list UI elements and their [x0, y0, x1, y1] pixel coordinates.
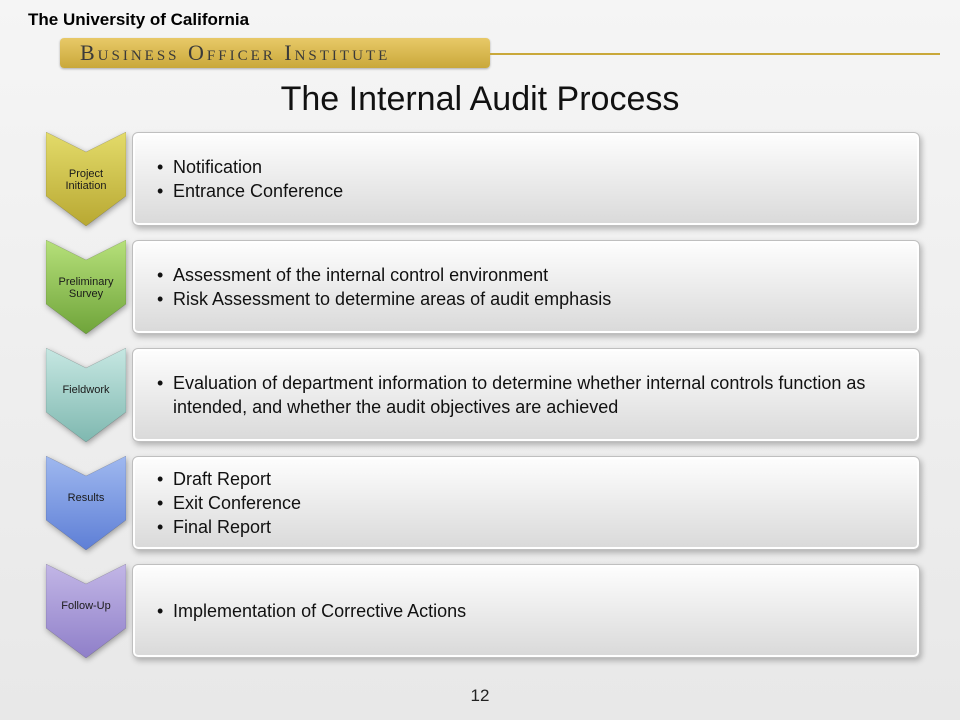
process-step-row: Fieldwork Evaluation of department inform…	[40, 348, 920, 442]
step-bullet-list: Draft ReportExit ConferenceFinal Report	[143, 467, 301, 540]
step-content-box: Assessment of the internal control envir…	[132, 240, 920, 334]
banner-divider-line	[490, 53, 940, 55]
step-bullet-item: Implementation of Corrective Actions	[157, 599, 466, 623]
step-content-box: Evaluation of department information to …	[132, 348, 920, 442]
step-content-box: NotificationEntrance Conference	[132, 132, 920, 226]
step-bullet-item: Entrance Conference	[157, 179, 343, 203]
step-content-box: Draft ReportExit ConferenceFinal Report	[132, 456, 920, 550]
step-bullet-item: Final Report	[157, 515, 301, 539]
step-bullet-item: Assessment of the internal control envir…	[157, 263, 611, 287]
step-bullet-item: Draft Report	[157, 467, 301, 491]
chevron-wrap: Project Initiation	[40, 132, 132, 226]
chevron-label: Project Initiation	[46, 168, 126, 192]
step-bullet-item: Risk Assessment to determine areas of au…	[157, 287, 611, 311]
process-step-row: Results Draft ReportExit ConferenceFinal …	[40, 456, 920, 550]
chevron-label: Fieldwork	[46, 384, 126, 396]
process-step-row: Project Initiation NotificationEntrance C…	[40, 132, 920, 226]
step-bullet-item: Notification	[157, 155, 343, 179]
page-title: The Internal Audit Process	[0, 80, 960, 119]
process-step-row: Follow-Up Implementation of Corrective Ac…	[40, 564, 920, 658]
step-bullet-list: Assessment of the internal control envir…	[143, 263, 611, 312]
step-bullet-list: Implementation of Corrective Actions	[143, 599, 466, 623]
banner: Business Officer Institute	[0, 38, 960, 72]
chevron-label: Follow-Up	[46, 600, 126, 612]
banner-text: Business Officer Institute	[80, 40, 390, 66]
chevron-wrap: Results	[40, 456, 132, 550]
chevron-wrap: Fieldwork	[40, 348, 132, 442]
page-number: 12	[0, 686, 960, 706]
chevron-wrap: Preliminary Survey	[40, 240, 132, 334]
header-org: The University of California	[28, 10, 249, 30]
step-bullet-item: Exit Conference	[157, 491, 301, 515]
step-bullet-item: Evaluation of department information to …	[157, 371, 901, 420]
chevron-wrap: Follow-Up	[40, 564, 132, 658]
chevron-label: Preliminary Survey	[46, 276, 126, 300]
process-step-row: Preliminary Survey Assessment of the inte…	[40, 240, 920, 334]
step-content-box: Implementation of Corrective Actions	[132, 564, 920, 658]
process-steps: Project Initiation NotificationEntrance C…	[40, 132, 920, 672]
step-bullet-list: Evaluation of department information to …	[143, 371, 901, 420]
step-bullet-list: NotificationEntrance Conference	[143, 155, 343, 204]
chevron-label: Results	[46, 492, 126, 504]
